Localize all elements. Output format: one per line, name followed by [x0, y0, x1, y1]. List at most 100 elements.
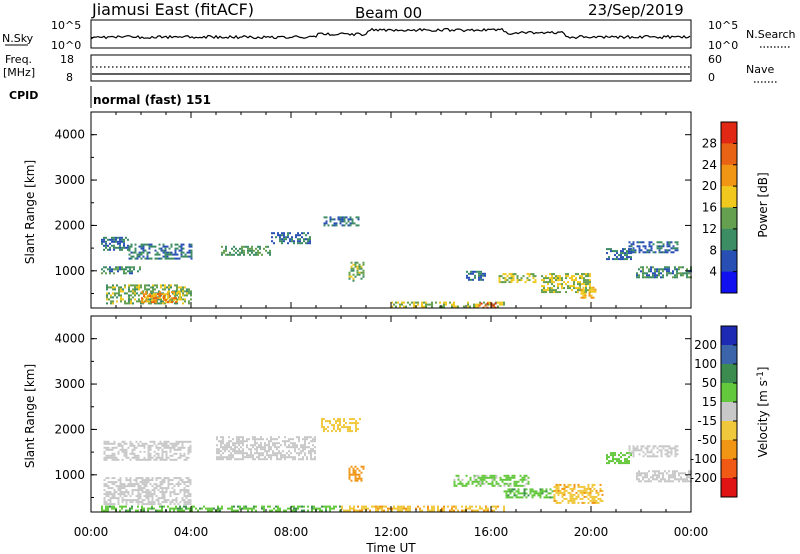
power-cell	[291, 238, 293, 241]
power-cell	[178, 249, 181, 252]
velocity-cell	[153, 503, 156, 506]
power-cell	[543, 287, 545, 290]
power-cell	[269, 249, 271, 252]
velocity-cell	[573, 499, 576, 502]
velocity-cell	[248, 456, 250, 459]
power-cell	[579, 285, 581, 288]
power-cell	[164, 249, 167, 252]
power-cell	[295, 234, 297, 237]
velocity-cell	[209, 509, 211, 512]
power-cell	[148, 251, 151, 254]
velocity-cell	[352, 473, 355, 476]
velocity-colorbar-swatch	[721, 421, 737, 441]
power-cell	[142, 302, 144, 305]
power-cell	[148, 245, 151, 248]
velocity-cell	[187, 448, 190, 451]
velocity-cell	[646, 449, 649, 452]
power-cell	[172, 257, 175, 260]
velocity-cell	[569, 499, 572, 502]
power-cell	[478, 278, 480, 281]
velocity-cell	[127, 491, 130, 494]
power-cell	[351, 218, 354, 221]
velocity-cell	[161, 444, 164, 447]
velocity-cell	[573, 485, 576, 488]
velocity-cell	[127, 485, 130, 488]
velocity-cell	[187, 489, 190, 492]
power-cell	[662, 243, 665, 246]
velocity-cell	[312, 448, 314, 451]
velocity-cell	[147, 493, 150, 496]
power-cell	[289, 232, 291, 235]
velocity-cell	[147, 448, 150, 451]
velocity-cell	[109, 442, 112, 445]
velocity-cell	[189, 499, 192, 502]
velocity-cell	[636, 472, 638, 475]
velocity-cell	[314, 438, 316, 441]
velocity-cell	[475, 478, 478, 481]
velocity-cell	[123, 495, 126, 498]
velocity-cell	[179, 491, 182, 494]
velocity-cell	[109, 448, 112, 451]
velocity-cell	[179, 505, 181, 508]
velocity-cell	[523, 492, 526, 495]
velocity-cell	[256, 442, 258, 445]
power-cell	[553, 277, 555, 280]
power-cell	[130, 257, 133, 260]
power-cell	[155, 295, 157, 298]
velocity-cell	[339, 422, 341, 425]
power-cell	[472, 272, 474, 275]
velocity-cell	[266, 452, 268, 455]
velocity-cell	[555, 485, 558, 488]
velocity-cell	[222, 458, 224, 461]
power-cell	[243, 251, 245, 254]
power-cell	[652, 266, 654, 269]
velocity-cell	[352, 467, 355, 470]
power-cell	[138, 300, 140, 303]
power-cell	[686, 276, 688, 279]
velocity-cell	[137, 505, 139, 508]
power-cell	[106, 294, 108, 297]
velocity-cell	[475, 480, 478, 483]
velocity-cell	[123, 450, 126, 453]
power-cell	[163, 293, 165, 296]
velocity-cell	[379, 507, 381, 510]
velocity-cell	[515, 480, 518, 483]
velocity-cell	[275, 505, 277, 508]
power-cell	[578, 286, 581, 289]
velocity-cell	[565, 489, 568, 492]
power-cell	[646, 272, 648, 275]
power-cell	[478, 276, 480, 279]
velocity-cell	[161, 454, 164, 457]
velocity-cell	[499, 478, 502, 481]
velocity-cell	[302, 456, 304, 459]
power-cell	[580, 296, 583, 299]
velocity-cell	[131, 507, 133, 510]
power-cell	[668, 270, 670, 273]
velocity-cell	[477, 509, 479, 512]
power-cell	[162, 300, 164, 303]
cpid-label: CPID	[9, 89, 38, 102]
power-cell	[672, 276, 674, 279]
velocity-cell	[147, 491, 150, 494]
power-cell	[551, 289, 553, 292]
power-cell	[223, 251, 225, 254]
velocity-cell	[143, 491, 146, 494]
velocity-cell	[329, 422, 331, 425]
velocity-cell	[650, 451, 653, 454]
velocity-cell	[189, 501, 192, 504]
velocity-cell	[481, 474, 484, 477]
power-cell	[484, 304, 487, 307]
velocity-cell	[153, 483, 156, 486]
power-cell	[188, 288, 190, 291]
power-cell	[632, 243, 635, 246]
velocity-colorbar-tick-label: 15	[702, 395, 717, 409]
velocity-cell	[473, 476, 476, 479]
velocity-cell	[555, 491, 558, 494]
power-region	[141, 291, 181, 304]
velocity-cell	[453, 480, 456, 483]
velocity-cell	[521, 476, 524, 479]
velocity-cell	[232, 454, 234, 457]
power-cell	[358, 267, 361, 270]
velocity-cell	[273, 507, 275, 510]
velocity-cell	[151, 493, 154, 496]
